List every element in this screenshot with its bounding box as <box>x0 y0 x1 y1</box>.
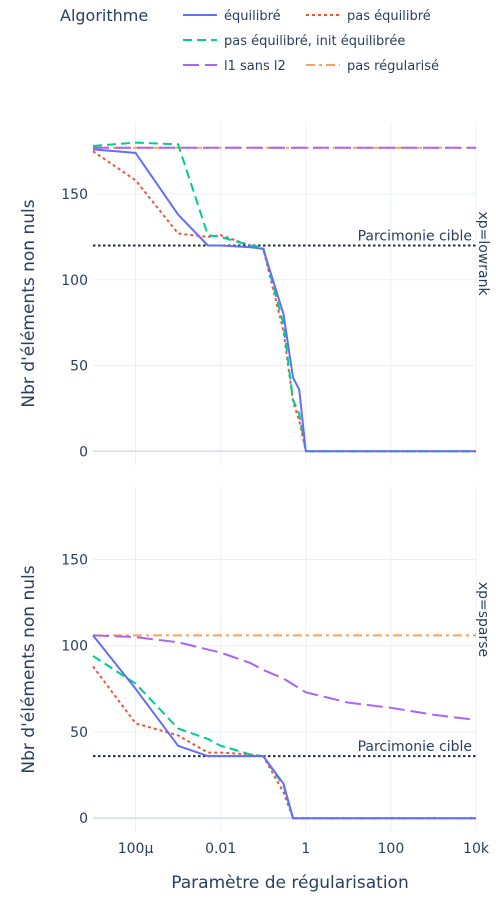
series-line <box>92 634 477 721</box>
y-tick-label: 100 <box>61 273 88 289</box>
x-axis-title: Paramètre de régularisation <box>171 873 408 893</box>
legend-item[interactable]: pas équilibré <box>306 9 431 24</box>
series-line <box>92 141 476 453</box>
x-tick-label: 1 <box>301 841 310 857</box>
legend-item[interactable]: pas régularisé <box>306 59 439 74</box>
legend-label: équilibré <box>224 9 281 24</box>
legend-title: Algorithme <box>60 6 148 25</box>
legend-label: pas équilibré <box>347 9 431 24</box>
legend-label: pas régularisé <box>347 59 439 74</box>
legend[interactable]: Algorithme équilibré pas équilibré pas équ… <box>60 6 439 74</box>
x-tick-label: 10k <box>463 841 490 857</box>
x-axis: 100µ 0.01 1 100 10k <box>118 841 490 857</box>
series-line <box>92 634 476 820</box>
y-axis-title: Nbr d'éléments non nuls <box>19 565 39 773</box>
series-line <box>92 148 476 453</box>
facet-label: xp=lowrank <box>475 211 491 296</box>
series-line <box>92 150 476 453</box>
legend-item[interactable]: l1 sans l2 <box>183 59 286 74</box>
x-tick-label: 0.01 <box>205 841 236 857</box>
series-line <box>92 665 476 820</box>
legend-item[interactable]: équilibré <box>183 9 281 24</box>
target-label: Parcimonie cible <box>358 739 472 755</box>
y-tick-label: 0 <box>79 811 88 827</box>
legend-item[interactable]: pas équilibré, init équilibrée <box>183 34 405 49</box>
y-tick-label: 100 <box>61 639 88 655</box>
facet-panel: 0 50 100 150 Parcimonie cible Nbr d'éléments … <box>19 487 491 832</box>
facet-label: xp=sparse <box>475 582 491 657</box>
target-label: Parcimonie cible <box>358 228 472 244</box>
x-tick-label: 100 <box>378 841 405 857</box>
y-tick-label: 0 <box>79 444 88 460</box>
legend-label: pas équilibré, init équilibrée <box>224 34 405 49</box>
legend-entries[interactable]: équilibré pas équilibré pas équilibré, ini… <box>183 9 439 74</box>
facet-panel: 0 50 100 150 Parcimonie cible Nbr d'éléments … <box>19 122 491 465</box>
y-axis-title: Nbr d'éléments non nuls <box>19 199 39 407</box>
legend-label: l1 sans l2 <box>224 59 286 74</box>
y-tick-label: 150 <box>61 187 88 203</box>
x-tick-label: 100µ <box>118 841 154 857</box>
y-tick-label: 50 <box>70 725 88 741</box>
y-tick-label: 150 <box>61 552 88 568</box>
y-tick-label: 50 <box>70 359 88 375</box>
